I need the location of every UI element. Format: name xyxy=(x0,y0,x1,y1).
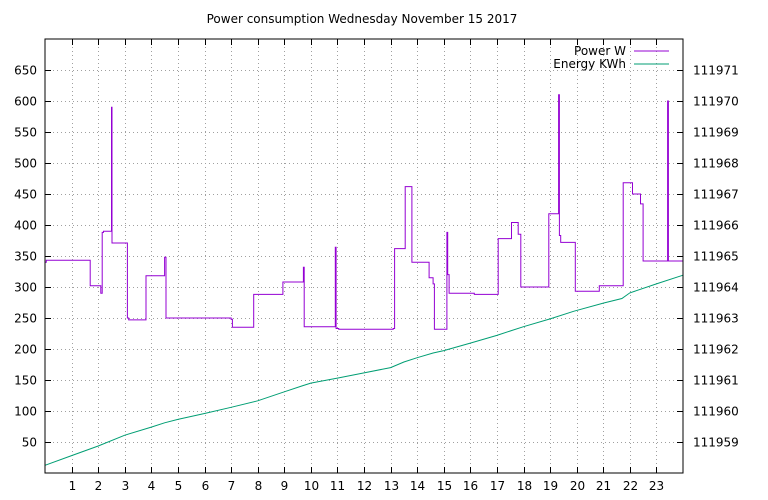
y-right-tick-label: 111969 xyxy=(693,126,739,140)
legend: Power W Energy KWh xyxy=(553,44,669,71)
y-left-tick-label: 250 xyxy=(14,312,37,326)
y-left-tick-label: 400 xyxy=(14,219,37,233)
y-left-tick-label: 50 xyxy=(22,436,37,450)
y-left-tick-label: 200 xyxy=(14,343,37,357)
y-right-tick-label: 111970 xyxy=(693,95,739,109)
x-tick-label: 4 xyxy=(148,479,156,493)
y-right-tick-label: 111960 xyxy=(693,405,739,419)
x-tick-label: 1 xyxy=(69,479,77,493)
y-left-tick-label: 150 xyxy=(14,374,37,388)
y-left-tick-label: 350 xyxy=(14,250,37,264)
axis-ticks: 1 2 3 4 5 6 7 8 9 10 11 12 13 14 15 16 17 18 19 20 21 22 23501… xyxy=(14,39,739,493)
x-tick-label: 21 xyxy=(596,479,611,493)
legend-label-power: Power W xyxy=(574,44,626,58)
series-layer xyxy=(44,94,684,466)
y-right-tick-label: 111959 xyxy=(693,436,739,450)
x-tick-label: 15 xyxy=(437,479,452,493)
y-right-tick-label: 111971 xyxy=(693,64,739,78)
x-tick-label: 20 xyxy=(570,479,585,493)
y-right-tick-label: 111965 xyxy=(693,250,739,264)
x-tick-label: 12 xyxy=(357,479,372,493)
x-tick-label: 16 xyxy=(463,479,478,493)
x-tick-label: 18 xyxy=(517,479,532,493)
y-left-tick-label: 450 xyxy=(14,188,37,202)
x-tick-label: 2 xyxy=(95,479,103,493)
legend-label-energy: Energy KWh xyxy=(553,57,626,71)
y-right-tick-label: 111968 xyxy=(693,157,739,171)
y-right-tick-label: 111967 xyxy=(693,188,739,202)
series-line-power xyxy=(45,94,683,330)
x-tick-label: 10 xyxy=(304,479,319,493)
x-tick-label: 9 xyxy=(281,479,289,493)
chart-title: Power consumption Wednesday November 15 … xyxy=(207,12,518,26)
y-left-tick-label: 100 xyxy=(14,405,37,419)
series-line-energy xyxy=(44,274,684,466)
x-tick-label: 19 xyxy=(543,479,558,493)
grid-lines xyxy=(45,39,683,473)
x-tick-label: 14 xyxy=(410,479,425,493)
x-tick-label: 17 xyxy=(490,479,505,493)
x-tick-label: 22 xyxy=(623,479,638,493)
x-tick-label: 3 xyxy=(122,479,130,493)
y-left-tick-label: 650 xyxy=(14,64,37,78)
x-tick-label: 8 xyxy=(255,479,263,493)
y-right-tick-label: 111964 xyxy=(693,281,739,295)
x-tick-label: 11 xyxy=(330,479,345,493)
y-left-tick-label: 500 xyxy=(14,157,37,171)
x-tick-label: 23 xyxy=(649,479,664,493)
y-right-tick-label: 111962 xyxy=(693,343,739,357)
x-tick-label: 6 xyxy=(202,479,210,493)
y-left-tick-label: 600 xyxy=(14,95,37,109)
x-tick-label: 7 xyxy=(228,479,236,493)
x-tick-label: 5 xyxy=(175,479,183,493)
y-left-tick-label: 300 xyxy=(14,281,37,295)
y-right-tick-label: 111966 xyxy=(693,219,739,233)
y-left-tick-label: 550 xyxy=(14,126,37,140)
x-tick-label: 13 xyxy=(384,479,399,493)
y-right-tick-label: 111961 xyxy=(693,374,739,388)
y-right-tick-label: 111963 xyxy=(693,312,739,326)
